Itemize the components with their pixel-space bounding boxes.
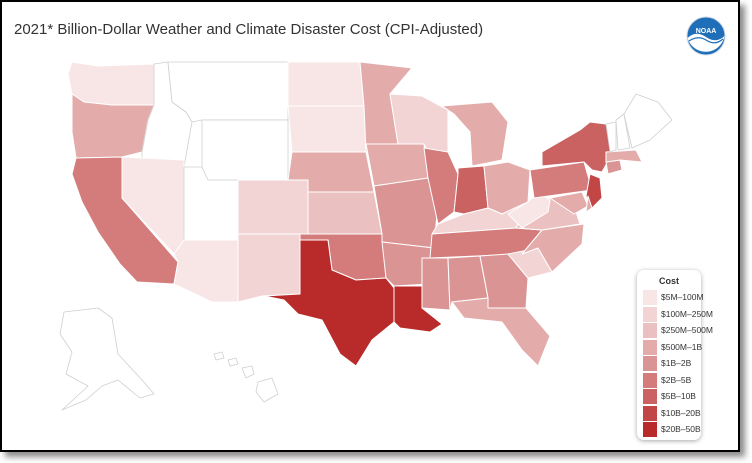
us-map bbox=[59, 61, 673, 411]
state-kansas[interactable] bbox=[307, 191, 383, 235]
legend-label: $100M–250M bbox=[661, 308, 713, 319]
state-new-mexico[interactable] bbox=[237, 233, 301, 303]
state-new-jersey[interactable] bbox=[585, 173, 603, 209]
legend-swatch bbox=[643, 389, 657, 404]
state-texas[interactable] bbox=[263, 239, 395, 367]
legend-swatch bbox=[643, 290, 657, 305]
state-hawaii-island[interactable] bbox=[255, 377, 279, 403]
legend-label: $5B–10B bbox=[661, 391, 696, 401]
state-arkansas[interactable] bbox=[381, 241, 435, 287]
legend-swatch bbox=[643, 306, 657, 322]
state-indiana[interactable] bbox=[453, 165, 489, 215]
legend-swatch bbox=[643, 356, 657, 371]
legend-swatch bbox=[643, 372, 657, 388]
state-florida[interactable] bbox=[451, 297, 551, 367]
state-delaware[interactable] bbox=[585, 195, 593, 213]
map-title: 2021* Billion-Dollar Weather and Climate… bbox=[14, 21, 484, 38]
state-colorado[interactable] bbox=[237, 179, 309, 235]
state-alaska[interactable] bbox=[59, 307, 155, 411]
state-arizona[interactable] bbox=[173, 239, 239, 303]
map-frame: 2021* Billion-Dollar Weather and Climate… bbox=[0, 0, 740, 452]
state-south-dakota[interactable] bbox=[287, 105, 367, 153]
legend-title: Cost bbox=[659, 276, 679, 286]
legend-label: $2B–5B bbox=[661, 374, 692, 385]
legend-swatch bbox=[643, 422, 657, 437]
state-hawaii-island[interactable] bbox=[227, 357, 239, 367]
state-mississippi[interactable] bbox=[421, 257, 451, 311]
state-maine[interactable] bbox=[623, 93, 673, 149]
state-hawaii-island[interactable] bbox=[241, 365, 255, 379]
legend: Cost $5M–100M $100M–250M $250M–500M $500M–1… bbox=[637, 270, 713, 440]
state-vermont[interactable] bbox=[605, 121, 617, 153]
legend-swatch bbox=[643, 323, 657, 338]
state-washington[interactable] bbox=[67, 61, 155, 106]
state-new-hampshire[interactable] bbox=[615, 113, 631, 151]
state-missouri[interactable] bbox=[373, 177, 439, 249]
legend-swatch bbox=[643, 339, 657, 355]
legend-label: $5M–100M bbox=[661, 292, 704, 302]
legend-label: $250M–500M bbox=[661, 325, 713, 335]
legend-label: $500M–1B bbox=[661, 341, 703, 352]
state-north-dakota[interactable] bbox=[287, 61, 365, 107]
noaa-logo-icon: NOAA bbox=[686, 16, 726, 56]
state-michigan[interactable] bbox=[441, 101, 509, 167]
legend-label: $20B–50B bbox=[661, 424, 701, 434]
state-wyoming[interactable] bbox=[201, 119, 289, 181]
legend-label: $10B–20B bbox=[661, 407, 701, 418]
state-hawaii[interactable] bbox=[213, 351, 225, 361]
state-west-virginia[interactable] bbox=[507, 191, 551, 229]
state-massachusetts[interactable] bbox=[605, 149, 643, 163]
legend-label: $1B–2B bbox=[661, 358, 692, 368]
legend-swatch bbox=[643, 405, 657, 421]
noaa-logo-text: NOAA bbox=[696, 28, 717, 35]
